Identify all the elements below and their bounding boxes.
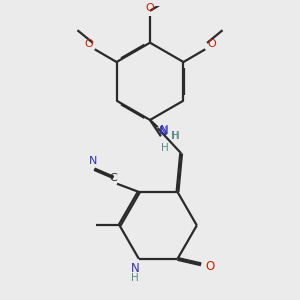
Text: H: H <box>172 131 180 141</box>
Text: N: N <box>89 156 98 166</box>
Text: N: N <box>160 124 169 137</box>
Text: O: O <box>206 260 215 273</box>
Text: H: H <box>131 273 139 283</box>
Text: O: O <box>84 39 93 49</box>
Text: H: H <box>161 143 169 153</box>
Text: O: O <box>146 3 154 13</box>
Text: N: N <box>131 262 140 275</box>
Text: H: H <box>171 131 178 141</box>
Text: C: C <box>110 173 117 183</box>
Text: N: N <box>159 125 168 138</box>
Text: O: O <box>207 39 216 49</box>
